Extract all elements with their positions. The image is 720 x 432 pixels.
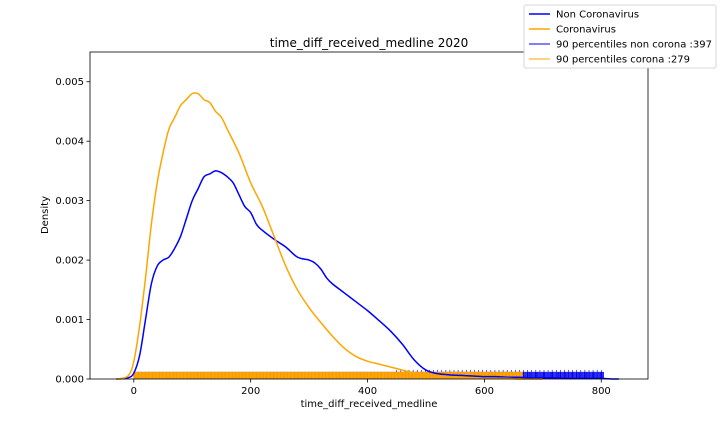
x-tick-label: 400	[358, 386, 377, 397]
x-axis-label: time_diff_received_medline	[301, 399, 438, 410]
legend: Non Coronavirus Coronavirus 90 percentil…	[523, 4, 717, 69]
x-tick-label: 200	[241, 386, 260, 397]
legend-label-percentile-non-corona: 90 percentiles non corona :397	[556, 40, 712, 51]
y-axis: 0.000 0.001 0.002 0.003 0.004 0.005	[55, 77, 90, 386]
y-tick-label: 0.005	[55, 77, 84, 88]
y-tick-label: 0.002	[55, 256, 84, 267]
legend-frame	[523, 4, 717, 69]
x-axis: 0 200 400 600 800	[131, 379, 611, 397]
series-line-coronavirus	[116, 92, 543, 380]
chart-title: time_diff_received_medline 2020	[270, 36, 469, 50]
legend-label-non-coronavirus: Non Coronavirus	[556, 10, 639, 21]
x-tick-label: 800	[592, 386, 611, 397]
y-tick-label: 0.000	[55, 375, 84, 386]
y-tick-label: 0.001	[55, 315, 84, 326]
plot-area	[89, 51, 649, 380]
y-tick-label: 0.004	[55, 137, 84, 148]
legend-label-percentile-corona: 90 percentiles corona :279	[556, 55, 690, 66]
legend-label-coronavirus: Coronavirus	[556, 25, 616, 36]
curve-layer	[116, 92, 619, 380]
series-line-non-coronavirus	[116, 170, 619, 380]
y-axis-label: Density	[40, 196, 51, 234]
x-tick-label: 600	[475, 386, 494, 397]
x-tick-label: 0	[131, 386, 137, 397]
y-tick-label: 0.003	[55, 196, 84, 207]
